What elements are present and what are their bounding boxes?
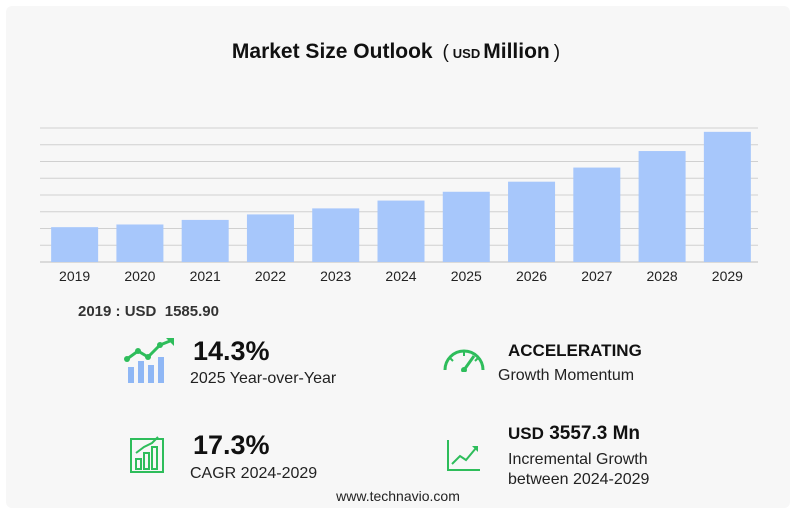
x-tick-label: 2022 bbox=[255, 268, 286, 284]
x-tick-label: 2025 bbox=[451, 268, 482, 284]
growth-bars-icon bbox=[124, 338, 174, 383]
momentum-value: ACCELERATING bbox=[508, 341, 642, 360]
speedometer-icon bbox=[443, 349, 485, 372]
incremental-currency: USD bbox=[508, 424, 544, 443]
bar-2021 bbox=[181, 219, 229, 262]
bar-2027 bbox=[573, 167, 621, 262]
cagr-label: CAGR 2024-2029 bbox=[190, 465, 318, 482]
bar-chart-up-icon bbox=[130, 436, 164, 473]
title-unit-close: ) bbox=[553, 42, 561, 63]
x-tick-label: 2029 bbox=[712, 268, 743, 284]
cagr-value: 17.3% bbox=[193, 430, 270, 460]
footer-url[interactable]: www.technavio.com bbox=[336, 488, 460, 504]
x-tick-label: 2020 bbox=[124, 268, 155, 284]
incremental-label-line1: Incremental Growth bbox=[508, 451, 648, 468]
base-year-amount: 1585.90 bbox=[164, 303, 219, 320]
title-unit-currency: USD bbox=[452, 46, 481, 61]
bar-2022 bbox=[246, 214, 294, 262]
bar-2029 bbox=[703, 131, 751, 262]
line-chart-up-icon bbox=[447, 440, 480, 471]
title-unit-scale: Million bbox=[483, 40, 550, 63]
base-year-separator: : bbox=[115, 303, 121, 320]
bar-2025 bbox=[442, 191, 490, 262]
base-year-value: 2019 : USD 1585.90 bbox=[78, 303, 219, 320]
x-tick-label: 2026 bbox=[516, 268, 547, 284]
incremental-amount: 3557.3 Mn bbox=[549, 423, 641, 444]
bar-2028 bbox=[638, 151, 686, 262]
x-tick-label: 2019 bbox=[59, 268, 90, 284]
bar-chart: 2019 2020 2021 2022 2023 2024 2025 2026 2027 2028… bbox=[40, 127, 758, 284]
yoy-label: 2025 Year-over-Year bbox=[190, 370, 337, 387]
chart-title: Market Size Outlook (USD Million) bbox=[0, 40, 796, 64]
x-tick-label: 2021 bbox=[190, 268, 221, 284]
momentum-label: Growth Momentum bbox=[498, 367, 635, 384]
title-main: Market Size Outlook bbox=[231, 40, 433, 63]
bar-2020 bbox=[116, 224, 164, 262]
bar-2023 bbox=[312, 208, 360, 262]
title-unit-open: ( bbox=[442, 42, 449, 63]
x-tick-label: 2024 bbox=[385, 268, 416, 284]
x-tick-label: 2027 bbox=[581, 268, 612, 284]
bar-2019 bbox=[51, 227, 99, 262]
base-year-currency: USD bbox=[124, 303, 157, 320]
x-tick-label: 2028 bbox=[647, 268, 678, 284]
base-year: 2019 bbox=[78, 303, 112, 320]
incremental-label-line2: between 2024-2029 bbox=[508, 471, 650, 488]
bar-2024 bbox=[377, 200, 425, 262]
incremental-value: USD 3557.3 Mn bbox=[508, 423, 640, 445]
yoy-value: 14.3% bbox=[193, 336, 270, 366]
x-tick-label: 2023 bbox=[320, 268, 351, 284]
bar-2026 bbox=[508, 181, 556, 262]
